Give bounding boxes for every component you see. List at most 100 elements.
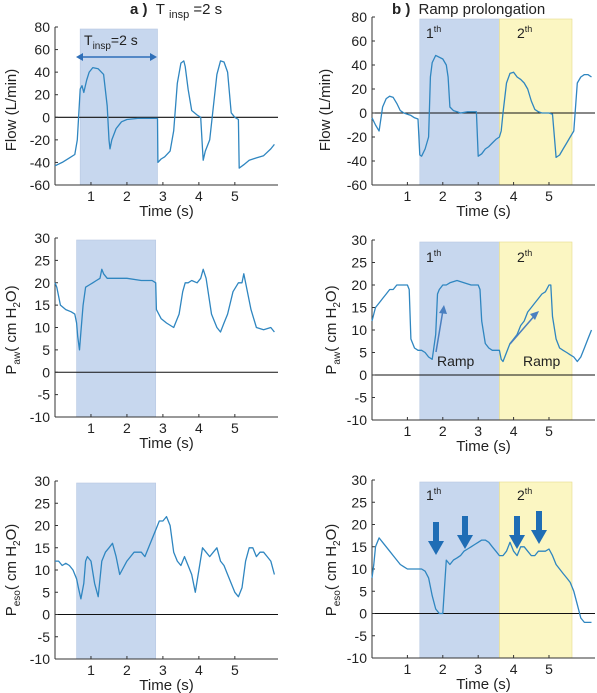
y-tick-label: 20 <box>351 81 367 97</box>
tinsp-arrowhead-right <box>150 53 157 61</box>
y-tick-label: 20 <box>351 517 367 533</box>
series-line <box>54 268 275 351</box>
label-2th-paw: 2th <box>517 248 532 265</box>
title-a-suffix: =2 s <box>193 1 222 18</box>
title-a-main: T <box>156 1 165 18</box>
ylabel-a-peso: Peso( cm H2O) <box>3 524 23 617</box>
y-tick-label: 40 <box>351 57 367 73</box>
y-tick-label: 30 <box>34 473 50 489</box>
y-tick-label: 0 <box>359 606 367 622</box>
ramp-arrowhead-1 <box>439 305 447 314</box>
y-tick-label: -60 <box>30 177 50 193</box>
ramp-arrow-1 <box>435 309 444 353</box>
y-tick-label: 20 <box>34 275 50 291</box>
y-tick-label: -10 <box>347 650 367 666</box>
panel-a-flow: -60 -40 -20 0 20 40 60 80 1 2 3 4 5 Time (s) <box>30 19 278 220</box>
panel-b-peso: -10 -5 0 5 10 15 20 25 30 1 2 3 4 5 Time (s) <box>347 472 595 693</box>
ylabel-a-flow: Flow (L/min) <box>3 69 20 152</box>
tinsp-label: Tinsp=2 s <box>84 32 138 52</box>
y-tick-label: -10 <box>30 409 50 425</box>
x-tick-label: 1 <box>403 661 411 677</box>
title-a-sub: insp <box>169 9 189 21</box>
x-tick-label: 2 <box>123 662 131 678</box>
shaded-region-2 <box>499 241 573 421</box>
y-tick-label: 10 <box>351 561 367 577</box>
y-tick-label: -5 <box>355 628 368 644</box>
y-tick-label: 5 <box>359 345 367 361</box>
shaded-region-1 <box>79 28 158 186</box>
x-tick-label: 3 <box>474 423 482 439</box>
y-tick-label: 25 <box>351 494 367 510</box>
y-tick-label: 20 <box>351 277 367 293</box>
x-tick-label: 4 <box>195 188 203 204</box>
tinsp-annotation: Tinsp=2 s <box>76 32 157 61</box>
x-tick-label: 1 <box>403 423 411 439</box>
x-tick-label: 4 <box>195 420 203 436</box>
down-arrow-2 <box>457 516 473 549</box>
ramp-arrow-2 <box>509 313 537 345</box>
label-1th-paw: 1th <box>426 248 441 265</box>
shaded-region-1 <box>419 481 500 659</box>
series-line <box>54 60 275 169</box>
y-tick-label: 20 <box>34 87 50 103</box>
shaded-region-1 <box>419 18 500 186</box>
x-axis-label: Time (s) <box>456 203 510 220</box>
x-tick-label: 3 <box>159 420 167 436</box>
x-tick-label: 5 <box>231 662 239 678</box>
y-tick-label: -5 <box>355 390 368 406</box>
x-tick-label: 3 <box>474 661 482 677</box>
y-tick-label: 30 <box>34 230 50 246</box>
y-tick-label: -20 <box>30 132 50 148</box>
ylabel-b-flow: Flow (L/min) <box>317 69 334 152</box>
x-axis-label: Time (s) <box>139 435 193 452</box>
shaded-region-1 <box>76 239 157 418</box>
y-tick-label: -40 <box>30 154 50 170</box>
y-tick-label: 10 <box>351 322 367 338</box>
y-tick-label: 60 <box>34 42 50 58</box>
y-tick-label: 40 <box>34 64 50 80</box>
label-2th-peso: 2th <box>517 486 532 503</box>
y-tick-label: -60 <box>347 177 367 193</box>
y-tick-label: 15 <box>34 297 50 313</box>
x-axis-label: Time (s) <box>139 677 193 693</box>
y-tick-label: 60 <box>351 33 367 49</box>
y-tick-label: 80 <box>351 9 367 25</box>
y-tick-label: -40 <box>347 153 367 169</box>
x-tick-label: 5 <box>545 423 553 439</box>
x-tick-label: 1 <box>87 662 95 678</box>
y-tick-label: -5 <box>38 629 51 645</box>
x-axis-label: Time (s) <box>456 676 510 693</box>
title-a: a ) T insp =2 s <box>130 1 222 22</box>
series-line <box>371 54 592 159</box>
x-tick-label: 4 <box>510 188 518 204</box>
x-tick-label: 2 <box>123 420 131 436</box>
y-tick-label: 80 <box>34 19 50 35</box>
panel-b-paw: -10 -5 0 5 10 15 20 25 30 1 2 3 4 5 Time (s) <box>347 232 595 455</box>
y-tick-label: 0 <box>359 367 367 383</box>
x-axis-label: Time (s) <box>456 438 510 455</box>
y-tick-label: 10 <box>34 320 50 336</box>
tinsp-arrowhead-left <box>76 53 83 61</box>
x-tick-label: 5 <box>545 188 553 204</box>
y-tick-label: -20 <box>347 129 367 145</box>
label-1th-flow: 1th <box>426 24 441 41</box>
x-tick-label: 2 <box>439 188 447 204</box>
down-arrow-3 <box>509 516 525 549</box>
y-tick-label: 0 <box>359 105 367 121</box>
title-b: b ) Ramp prolongation <box>392 1 545 18</box>
x-tick-label: 5 <box>231 188 239 204</box>
x-tick-label: 3 <box>159 662 167 678</box>
down-arrow-1 <box>428 522 444 555</box>
x-tick-label: 2 <box>439 661 447 677</box>
y-tick-label: 25 <box>34 252 50 268</box>
panel-a-paw: -10 -5 0 5 10 15 20 25 30 1 2 3 4 5 Time (s) <box>30 230 278 452</box>
x-tick-label: 1 <box>87 420 95 436</box>
series-line <box>55 515 276 600</box>
y-tick-label: 30 <box>351 472 367 488</box>
ylabel-a-paw: Paw( cm H2O) <box>3 285 23 374</box>
x-tick-label: 4 <box>510 661 518 677</box>
y-tick-label: -5 <box>38 387 51 403</box>
ylabel-b-paw: Paw( cm H2O) <box>323 285 343 374</box>
x-tick-label: 4 <box>510 423 518 439</box>
x-tick-label: 5 <box>231 420 239 436</box>
